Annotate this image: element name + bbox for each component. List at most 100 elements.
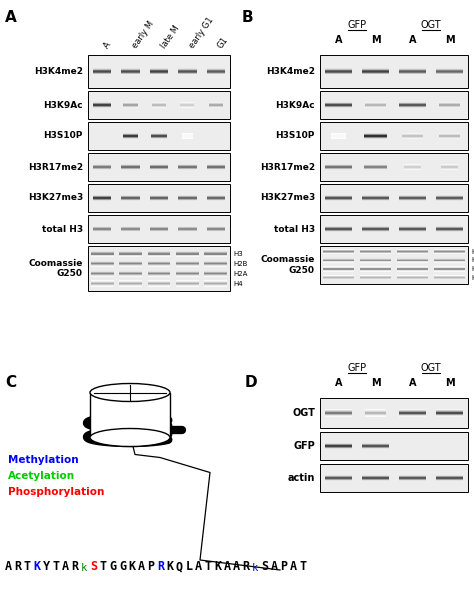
- Text: H3K4me2: H3K4me2: [266, 67, 315, 76]
- Bar: [91, 275, 114, 276]
- Bar: [176, 281, 199, 282]
- Text: M: M: [371, 35, 380, 45]
- Bar: [204, 262, 227, 263]
- Bar: [434, 258, 465, 259]
- Bar: [323, 253, 354, 254]
- Bar: [119, 284, 142, 285]
- Bar: [434, 261, 465, 262]
- Text: B: B: [242, 10, 254, 25]
- Bar: [204, 252, 227, 253]
- Text: G: G: [109, 560, 117, 573]
- Bar: [119, 271, 142, 272]
- Bar: [360, 276, 391, 278]
- Ellipse shape: [90, 429, 170, 447]
- Text: H3R17me2: H3R17me2: [28, 162, 83, 171]
- Bar: [91, 272, 114, 273]
- Text: R: R: [72, 560, 79, 573]
- Bar: [204, 285, 227, 286]
- Bar: [119, 254, 142, 256]
- Bar: [204, 251, 227, 252]
- Bar: [147, 262, 170, 263]
- Text: R: R: [243, 560, 250, 573]
- Text: A: A: [271, 560, 278, 573]
- Bar: [323, 251, 354, 252]
- Bar: [360, 259, 391, 260]
- Bar: [434, 253, 465, 254]
- Bar: [204, 254, 227, 256]
- Text: H3K27me3: H3K27me3: [28, 193, 83, 202]
- Bar: [91, 266, 114, 267]
- Text: T: T: [53, 560, 60, 573]
- Bar: [176, 285, 199, 286]
- Bar: [176, 273, 199, 274]
- Bar: [397, 266, 428, 267]
- Bar: [204, 276, 227, 277]
- Text: S: S: [91, 560, 98, 573]
- Bar: [176, 273, 199, 275]
- Text: H3K4me2: H3K4me2: [34, 67, 83, 76]
- Bar: [323, 278, 354, 279]
- Bar: [323, 267, 354, 269]
- Bar: [323, 276, 354, 278]
- Bar: [434, 253, 465, 254]
- Bar: [323, 275, 354, 276]
- Bar: [91, 262, 114, 263]
- Bar: [119, 283, 142, 284]
- Bar: [397, 253, 428, 254]
- Bar: [323, 268, 354, 269]
- Bar: [360, 267, 391, 269]
- Bar: [434, 267, 465, 269]
- Bar: [360, 249, 391, 250]
- Bar: [91, 254, 114, 255]
- Bar: [204, 271, 227, 272]
- Bar: [91, 286, 114, 287]
- Bar: [434, 278, 465, 279]
- Bar: [91, 253, 114, 254]
- Bar: [360, 262, 391, 263]
- Text: H3S10P: H3S10P: [275, 132, 315, 141]
- Bar: [91, 256, 114, 257]
- Bar: [176, 283, 199, 284]
- Bar: [397, 249, 428, 250]
- Bar: [119, 273, 142, 274]
- Bar: [397, 277, 428, 278]
- Text: GFP: GFP: [347, 363, 366, 373]
- Bar: [360, 250, 391, 251]
- Bar: [323, 260, 354, 261]
- Bar: [91, 264, 114, 266]
- Bar: [176, 252, 199, 253]
- Bar: [147, 275, 170, 276]
- Text: OGT: OGT: [421, 363, 441, 373]
- Text: A: A: [290, 560, 297, 573]
- Bar: [176, 265, 199, 266]
- Bar: [147, 265, 170, 266]
- Bar: [397, 276, 428, 278]
- Bar: [147, 254, 170, 256]
- Bar: [91, 270, 114, 272]
- Bar: [320, 398, 468, 428]
- Bar: [397, 278, 428, 279]
- Bar: [323, 249, 354, 250]
- Text: H4: H4: [233, 281, 243, 287]
- Bar: [204, 270, 227, 272]
- Bar: [176, 266, 199, 267]
- Bar: [176, 272, 199, 273]
- Bar: [176, 283, 199, 285]
- Bar: [204, 253, 227, 254]
- Bar: [147, 272, 170, 273]
- Text: Coomassie
G250: Coomassie G250: [28, 259, 83, 278]
- Bar: [323, 269, 354, 270]
- Bar: [119, 252, 142, 253]
- Text: H3K9Ac: H3K9Ac: [275, 100, 315, 110]
- Bar: [397, 270, 428, 271]
- Bar: [434, 252, 465, 253]
- Bar: [320, 122, 468, 150]
- Text: M: M: [445, 378, 454, 388]
- Bar: [204, 280, 227, 282]
- Bar: [397, 257, 428, 259]
- Bar: [323, 266, 354, 267]
- Text: H3R17me2: H3R17me2: [260, 162, 315, 171]
- Bar: [204, 273, 227, 274]
- Bar: [434, 271, 465, 272]
- Text: total H3: total H3: [42, 225, 83, 234]
